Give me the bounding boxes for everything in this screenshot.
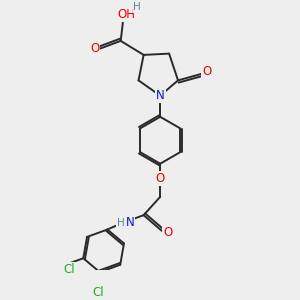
Text: Cl: Cl: [93, 286, 104, 299]
Text: H: H: [134, 2, 141, 12]
Text: N: N: [156, 89, 165, 102]
Text: O: O: [156, 172, 165, 185]
Text: H: H: [117, 218, 124, 228]
Text: Cl: Cl: [63, 262, 75, 276]
Text: O: O: [90, 42, 99, 55]
Text: O: O: [163, 226, 172, 239]
Text: OH: OH: [117, 8, 135, 21]
Text: N: N: [125, 216, 134, 229]
Text: O: O: [202, 65, 211, 78]
